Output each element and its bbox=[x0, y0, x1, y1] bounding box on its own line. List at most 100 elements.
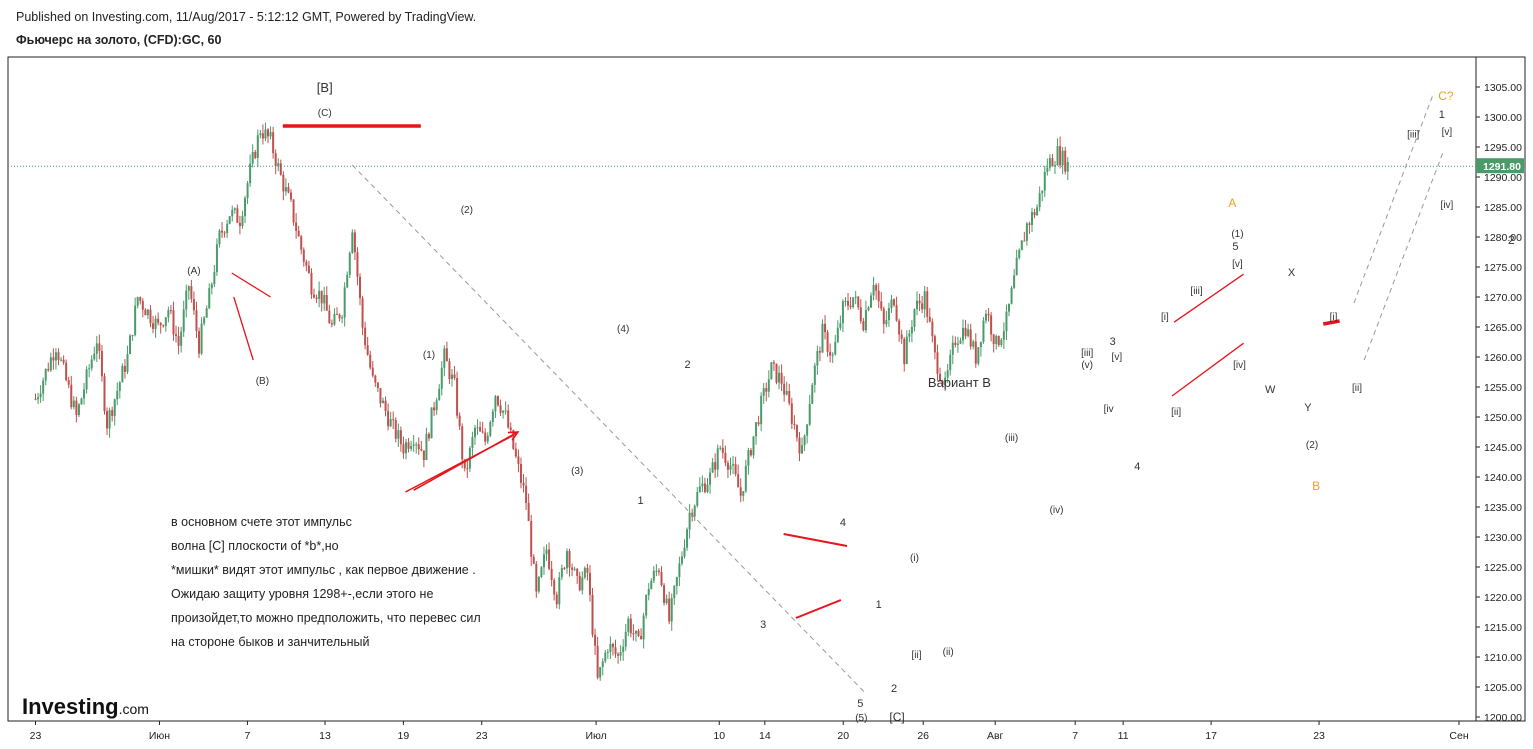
candle-body bbox=[578, 575, 581, 591]
candle-body bbox=[1036, 207, 1039, 216]
candle-body bbox=[307, 265, 310, 273]
candle-body bbox=[62, 359, 65, 363]
candle-body bbox=[864, 310, 867, 331]
candle-body bbox=[967, 329, 970, 337]
candle-body bbox=[956, 343, 959, 345]
candle-body bbox=[545, 549, 548, 555]
candle-body bbox=[376, 382, 379, 389]
candle-body bbox=[576, 568, 579, 576]
candle-body bbox=[1015, 257, 1018, 276]
candle-body bbox=[1059, 146, 1062, 166]
candle-body bbox=[836, 327, 839, 342]
candle-body bbox=[571, 567, 574, 570]
time-axis[interactable]: 23 Июн 7 13 19 23 Июл 10 14 20 26 Авг 7 11 17 23 Сен bbox=[30, 721, 1469, 742]
dashed-channel-line bbox=[1353, 92, 1435, 304]
candle-body bbox=[249, 163, 252, 184]
wave-label: (iv) bbox=[1050, 505, 1064, 516]
candle-body bbox=[650, 580, 653, 590]
candle-body bbox=[693, 505, 696, 517]
candle-body bbox=[121, 365, 124, 383]
candle-body bbox=[134, 305, 137, 336]
candle-body bbox=[42, 380, 45, 394]
candle-body bbox=[113, 399, 116, 416]
wave-label: 1 bbox=[876, 599, 882, 611]
candle-body bbox=[433, 407, 436, 411]
candle-body bbox=[152, 323, 155, 329]
price-axis[interactable]: 1200.00 1205.00 1210.00 1215.00 1220.00 1225.… bbox=[8, 82, 1524, 724]
y-tick-label: 1200.00 bbox=[1484, 712, 1522, 724]
candle-body bbox=[80, 398, 83, 405]
candle-body bbox=[604, 652, 607, 662]
x-tick-label: 11 bbox=[1118, 730, 1129, 742]
candle-body bbox=[778, 372, 781, 383]
y-tick-label: 1210.00 bbox=[1484, 652, 1522, 664]
candle-body bbox=[594, 634, 597, 646]
candle-body bbox=[162, 325, 165, 327]
candle-body bbox=[885, 320, 888, 325]
candle-body bbox=[857, 296, 860, 308]
wave-label: (ii) bbox=[943, 647, 954, 658]
wave-label: [ii] bbox=[1352, 383, 1362, 394]
candle-body bbox=[714, 462, 717, 470]
arrow-head bbox=[507, 431, 520, 441]
candle-body bbox=[343, 287, 346, 318]
candle-body bbox=[798, 437, 801, 454]
annotation-line: *мишки* видят этот импульс , как первое … bbox=[171, 563, 476, 577]
wave-label: (v) bbox=[1081, 360, 1093, 371]
candle-body bbox=[77, 404, 80, 416]
candle-body bbox=[198, 331, 201, 354]
candle-body bbox=[100, 351, 103, 377]
candle-body bbox=[882, 308, 885, 325]
candle-body bbox=[558, 577, 561, 605]
candle-body bbox=[111, 410, 114, 416]
candle-body bbox=[619, 651, 622, 656]
candle-body bbox=[67, 380, 70, 385]
wave-label: 2 bbox=[891, 683, 897, 695]
candle-body bbox=[785, 390, 788, 395]
candle-body bbox=[417, 444, 420, 449]
trend-line bbox=[795, 599, 842, 619]
candle-body bbox=[443, 348, 446, 368]
candle-body bbox=[297, 230, 300, 237]
x-tick-label: Июн bbox=[149, 730, 170, 742]
last-price-label: 1291.80 bbox=[1483, 161, 1521, 173]
candle-body bbox=[765, 388, 768, 392]
dashed-channel-line bbox=[351, 164, 867, 695]
wave-label: [v] bbox=[1442, 127, 1453, 138]
x-tick-label: Авг bbox=[987, 730, 1004, 742]
candle-body bbox=[75, 400, 78, 416]
wave-labels: [B] (C) (A) (B) (2) (1) (4) 2 (3) 1 4 3 1 (i) [ii] (ii)… bbox=[187, 80, 1515, 724]
candle-body bbox=[52, 357, 55, 361]
candle-body bbox=[599, 667, 602, 678]
candle-body bbox=[65, 362, 68, 381]
candle-body bbox=[622, 646, 625, 652]
y-tick-label: 1295.00 bbox=[1484, 142, 1522, 154]
wave-label: [i] bbox=[1161, 312, 1169, 323]
candle-body bbox=[300, 236, 303, 250]
y-tick-label: 1275.00 bbox=[1484, 262, 1522, 274]
candle-body bbox=[834, 341, 837, 355]
candle-body bbox=[384, 400, 387, 412]
candle-body bbox=[338, 314, 341, 319]
candle-body bbox=[716, 448, 719, 470]
candle-body bbox=[292, 199, 295, 223]
candle-body bbox=[734, 464, 737, 475]
candle-body bbox=[913, 309, 916, 327]
candle-body bbox=[525, 485, 528, 503]
candle-body bbox=[195, 310, 198, 332]
candle-body bbox=[663, 585, 666, 604]
candle-body bbox=[573, 568, 576, 570]
candle-body bbox=[962, 327, 965, 341]
wave-label: [iii] bbox=[1190, 286, 1202, 297]
candle-body bbox=[772, 362, 775, 364]
candle-body bbox=[187, 286, 190, 291]
wave-label: (3) bbox=[571, 466, 583, 477]
investing-logo[interactable]: Investing.com bbox=[22, 694, 149, 719]
candle-body bbox=[936, 352, 939, 374]
x-tick-label: 17 bbox=[1205, 730, 1217, 742]
candle-body bbox=[106, 411, 109, 429]
candle-body bbox=[205, 308, 208, 318]
candle-body bbox=[944, 377, 947, 385]
candle-body bbox=[466, 468, 469, 470]
